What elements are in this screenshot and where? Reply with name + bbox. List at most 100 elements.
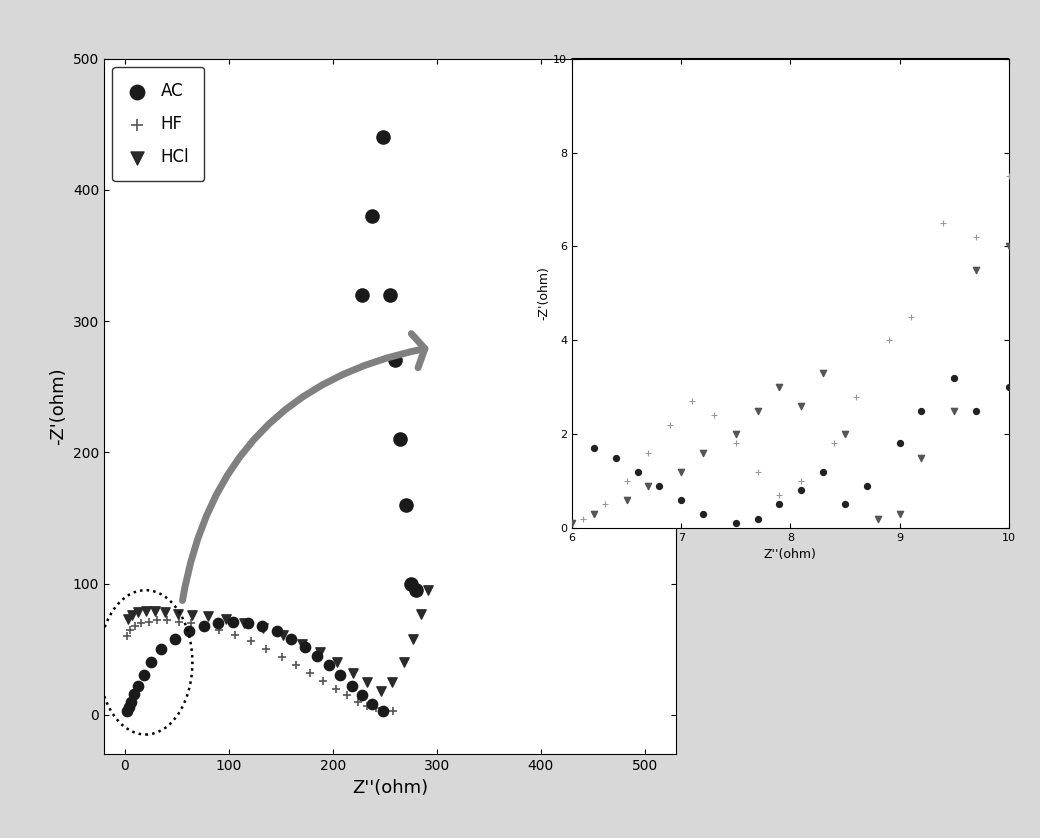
Point — [1000, 380, 1017, 394]
Point — [1000, 240, 1017, 253]
Point — [913, 451, 930, 464]
HCl — [137, 604, 154, 618]
HF — [127, 619, 144, 633]
Point — [673, 493, 690, 506]
Point — [728, 427, 745, 441]
Point — [815, 465, 832, 478]
AC — [142, 655, 159, 669]
Point — [891, 437, 908, 450]
HF — [149, 613, 165, 627]
AC — [196, 619, 212, 633]
HCl — [157, 606, 174, 619]
Point — [891, 507, 908, 520]
HCl — [384, 675, 400, 689]
HF — [349, 695, 366, 708]
HCl — [329, 655, 345, 669]
Point — [772, 489, 788, 502]
HCl — [255, 622, 271, 635]
Point — [749, 404, 765, 417]
HCl — [359, 675, 375, 689]
Point — [618, 493, 634, 506]
HF — [328, 682, 344, 696]
HF — [376, 703, 393, 716]
AC — [119, 704, 135, 717]
HF — [274, 650, 290, 664]
HCl — [405, 632, 421, 645]
Point — [364, 210, 381, 223]
Point — [629, 465, 646, 478]
Point — [586, 507, 602, 520]
Point — [392, 432, 409, 446]
Point — [836, 427, 853, 441]
Point — [728, 516, 745, 530]
Point — [848, 390, 864, 403]
Point — [967, 263, 984, 277]
X-axis label: Z''(ohm): Z''(ohm) — [764, 548, 816, 561]
AC — [121, 701, 137, 714]
Point — [374, 131, 391, 144]
Point — [826, 437, 842, 450]
AC — [225, 615, 241, 628]
HCl — [293, 637, 310, 650]
HF — [211, 623, 228, 636]
Point — [946, 404, 963, 417]
AC — [239, 616, 256, 629]
AC — [254, 619, 270, 633]
Point — [749, 512, 765, 525]
Point — [402, 577, 419, 590]
HCl — [147, 604, 163, 618]
AC — [126, 687, 142, 701]
HF — [119, 629, 135, 643]
HF — [315, 674, 332, 687]
Point — [586, 442, 602, 455]
Point — [792, 484, 809, 497]
AC — [332, 669, 348, 682]
Point — [618, 474, 634, 488]
HCl — [120, 613, 136, 626]
HF — [133, 616, 150, 629]
AC — [309, 649, 326, 663]
HCl — [130, 606, 147, 619]
Point — [869, 512, 886, 525]
AC — [354, 689, 370, 702]
X-axis label: Z''(ohm): Z''(ohm) — [352, 779, 428, 797]
Point — [967, 404, 984, 417]
HCl — [184, 608, 201, 622]
AC — [364, 697, 381, 711]
HF — [140, 615, 157, 628]
Point — [607, 451, 624, 464]
HCl — [395, 655, 412, 669]
Point — [935, 216, 952, 230]
Point — [695, 446, 711, 459]
Legend: AC, HF, HCl: AC, HF, HCl — [112, 67, 204, 181]
HCl — [170, 607, 186, 620]
AC — [166, 632, 183, 645]
HF — [368, 701, 385, 715]
Point — [382, 288, 398, 302]
Point — [564, 516, 580, 530]
AC — [374, 704, 391, 717]
HCl — [420, 583, 437, 597]
AC — [123, 695, 139, 708]
HCl — [344, 666, 361, 680]
HF — [122, 623, 138, 636]
HF — [242, 634, 259, 648]
Point — [913, 404, 930, 417]
Point — [946, 371, 963, 385]
HCl — [124, 608, 140, 622]
Point — [705, 409, 722, 422]
Point — [408, 583, 424, 597]
Point — [1000, 169, 1017, 183]
AC — [268, 624, 285, 638]
Point — [673, 465, 690, 478]
HCl — [200, 610, 216, 623]
HCl — [372, 685, 389, 698]
Point — [651, 479, 668, 493]
HF — [159, 613, 176, 627]
Point — [641, 479, 657, 493]
AC — [181, 624, 198, 638]
Point — [684, 395, 701, 408]
Point — [728, 437, 745, 450]
Point — [597, 498, 614, 511]
HCl — [217, 613, 234, 626]
